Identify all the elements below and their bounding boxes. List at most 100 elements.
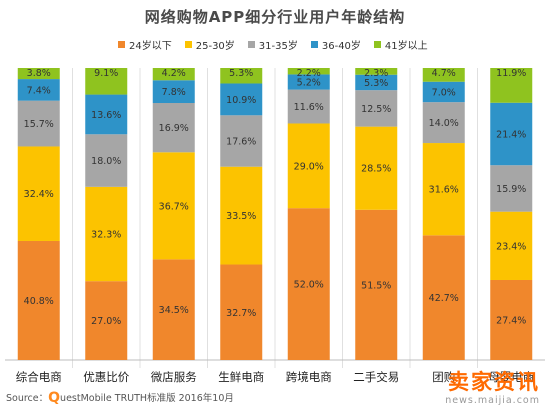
bar-segment xyxy=(422,102,465,144)
bar-segment xyxy=(287,89,330,124)
legend-swatch xyxy=(373,41,381,48)
data-label: 15.7% xyxy=(24,119,54,130)
bar-segment xyxy=(422,68,465,82)
legend-label: 24岁以下 xyxy=(129,41,172,52)
bar-segment xyxy=(220,264,263,360)
data-label: 4.2% xyxy=(162,68,186,79)
data-label: 5.3% xyxy=(229,68,253,79)
bar-segment xyxy=(17,79,60,101)
bar-segment xyxy=(220,115,263,167)
bar-segment xyxy=(422,143,465,236)
data-label: 36.7% xyxy=(159,201,189,212)
x-tick-label: 母婴电商 xyxy=(488,370,534,384)
data-label: 2.3% xyxy=(364,68,388,79)
bar-segment xyxy=(152,68,195,81)
source-text: uestMobile TRUTH标准版 2016年10月 xyxy=(60,393,234,404)
bar-segment xyxy=(220,83,263,116)
legend-item: 36-40岁 xyxy=(310,37,361,52)
bar-segment xyxy=(355,74,398,91)
legend-item: 25-30岁 xyxy=(184,37,235,52)
bar-segment xyxy=(490,102,533,166)
bar-segment xyxy=(85,68,128,95)
data-label: 10.9% xyxy=(226,95,256,106)
legend-item: 31-35岁 xyxy=(247,37,298,52)
data-label: 28.5% xyxy=(361,164,391,175)
data-label: 21.4% xyxy=(496,129,526,140)
bar-segment xyxy=(152,80,195,104)
bar-segment xyxy=(355,68,398,75)
bar-segment xyxy=(287,208,330,360)
bar-segment xyxy=(17,240,60,360)
watermark: 卖家资讯 news.maijia.com xyxy=(396,366,546,410)
watermark-logo: 卖家资讯 xyxy=(448,370,540,394)
bar-segment xyxy=(220,68,263,84)
bar-segment xyxy=(490,68,533,103)
data-label: 40.8% xyxy=(24,296,54,307)
source-line: Source：QuestMobile TRUTH标准版 2016年10月 xyxy=(6,390,234,406)
data-label: 9.1% xyxy=(94,68,118,79)
x-tick-label: 团购 xyxy=(432,370,455,384)
data-label: 27.4% xyxy=(496,315,526,326)
legend-item: 41岁以上 xyxy=(373,37,428,52)
source-prefix: Source： xyxy=(6,393,49,404)
bar-segment xyxy=(85,186,128,282)
legend-swatch xyxy=(247,41,255,48)
bar-segment xyxy=(422,235,465,360)
bar-segment xyxy=(17,100,60,147)
legend: 24岁以下 25-30岁 31-35岁 36-40岁 41岁以上 xyxy=(118,37,441,52)
data-label: 3.8% xyxy=(27,68,51,79)
legend-swatch xyxy=(118,41,125,48)
data-label: 7.4% xyxy=(27,85,51,96)
legend-label: 36-40岁 xyxy=(321,41,361,52)
watermark-url: news.maijia.com xyxy=(445,395,540,406)
bar-segment xyxy=(85,94,128,135)
data-label: 16.9% xyxy=(159,123,189,134)
data-label: 29.0% xyxy=(294,161,324,172)
bar-segment xyxy=(355,209,398,360)
legend-label: 31-35岁 xyxy=(258,41,298,52)
data-label: 23.4% xyxy=(496,241,526,252)
data-label: 7.8% xyxy=(162,87,186,98)
data-label: 52.0% xyxy=(294,280,324,291)
data-label: 14.0% xyxy=(429,118,459,129)
bar-segment xyxy=(85,134,128,187)
data-label: 4.7% xyxy=(432,68,456,79)
legend-swatch xyxy=(184,41,192,48)
bar-segment xyxy=(17,146,60,241)
data-label: 2.2% xyxy=(297,68,321,79)
data-label: 12.5% xyxy=(361,104,391,115)
bar-segment xyxy=(152,259,195,360)
legend-item: 24岁以下 xyxy=(118,37,172,52)
x-tick-label: 优惠比价 xyxy=(83,370,129,384)
data-label: 7.0% xyxy=(432,87,456,98)
bar-segment xyxy=(152,103,195,153)
data-label: 18.0% xyxy=(91,156,121,167)
bar-segment xyxy=(220,166,263,265)
bar-segment xyxy=(490,211,533,280)
data-label: 32.3% xyxy=(91,230,121,241)
data-label: 5.2% xyxy=(297,78,321,89)
data-label: 17.6% xyxy=(226,137,256,148)
bar-segment xyxy=(287,74,330,90)
x-tick-label: 二手交易 xyxy=(353,370,399,384)
x-tick-label: 微店服务 xyxy=(151,370,197,384)
data-label: 32.4% xyxy=(24,189,54,200)
data-label: 11.9% xyxy=(496,68,526,79)
data-label: 13.6% xyxy=(91,110,121,121)
bar-segment xyxy=(422,81,465,103)
data-label: 11.6% xyxy=(294,102,324,113)
x-tick-label: 综合电商 xyxy=(16,370,62,384)
x-tick-label: 跨境电商 xyxy=(286,370,332,384)
data-label: 31.6% xyxy=(429,185,459,196)
data-label: 32.7% xyxy=(226,308,256,319)
bar-segment xyxy=(355,126,398,210)
data-label: 42.7% xyxy=(429,293,459,304)
data-label: 34.5% xyxy=(159,305,189,316)
bar-segment xyxy=(152,152,195,260)
data-label: 15.9% xyxy=(496,184,526,195)
data-label: 5.3% xyxy=(364,78,388,89)
data-label: 27.0% xyxy=(91,316,121,327)
bar-segment xyxy=(287,68,330,75)
legend-label: 25-30岁 xyxy=(195,41,235,52)
